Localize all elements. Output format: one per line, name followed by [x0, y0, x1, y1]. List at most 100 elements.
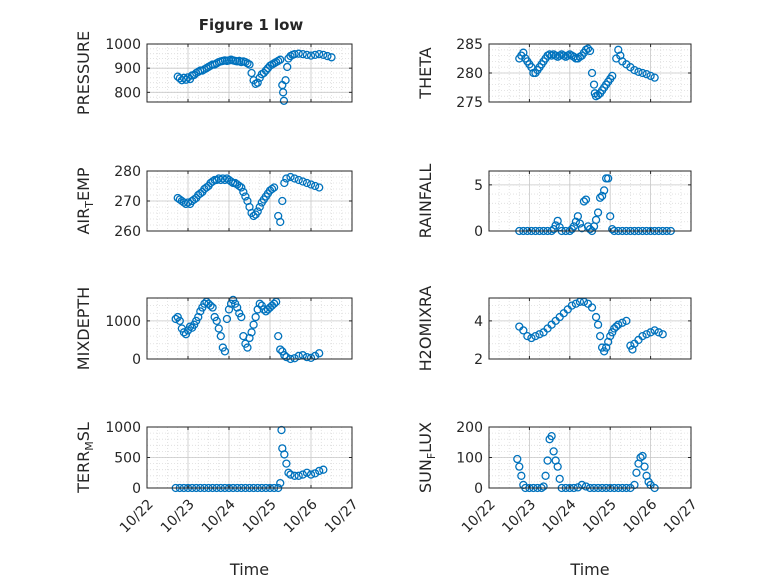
- data-point: [573, 212, 583, 221]
- y-tick-label: 1000: [105, 37, 141, 53]
- data-point: [290, 471, 299, 480]
- data-point: [239, 187, 248, 197]
- data-point: [290, 50, 299, 59]
- data-point: [642, 330, 651, 339]
- data-point: [599, 186, 609, 195]
- data-point: [587, 303, 597, 312]
- data-point: [233, 303, 242, 312]
- subplot-2: 275 280 285 THETA: [416, 37, 692, 111]
- data-point: [606, 212, 615, 221]
- data-point: [650, 326, 659, 335]
- data-point: [585, 46, 595, 56]
- data-point: [593, 320, 603, 329]
- subplot-5: 0 1000 MIXDEPTH: [74, 287, 353, 370]
- data-point: [315, 50, 324, 59]
- data-point: [315, 183, 324, 192]
- data-point: [591, 312, 601, 322]
- data-point: [531, 331, 540, 341]
- data-point: [283, 62, 292, 72]
- data-point: [604, 337, 613, 346]
- data-point: [276, 217, 285, 227]
- data-point: [294, 175, 303, 185]
- data-point: [315, 349, 324, 358]
- subplot-4: 0 5 RAINFALL: [416, 164, 692, 240]
- data-point: [555, 474, 564, 484]
- data-point: [302, 352, 312, 362]
- data-point: [302, 468, 312, 477]
- data-point: [640, 462, 649, 471]
- data-point: [278, 88, 288, 97]
- data-point: [276, 345, 285, 354]
- data-point: [319, 465, 328, 474]
- data-point: [593, 208, 603, 217]
- x-axis-label: Time: [569, 560, 609, 579]
- data-point: [179, 328, 189, 337]
- data-point: [315, 466, 324, 476]
- data-point: [583, 44, 593, 53]
- data-point: [189, 195, 199, 204]
- data-point: [202, 183, 211, 192]
- y-tick-label: 270: [114, 194, 141, 210]
- data-point: [634, 67, 643, 76]
- data-point: [298, 177, 307, 186]
- axes-box: [488, 170, 692, 232]
- data-point: [171, 314, 180, 324]
- y-axis-label: H2OMIXRA: [416, 286, 435, 372]
- data-point: [267, 184, 277, 194]
- data-point: [259, 68, 269, 78]
- y-tick-label: 0: [474, 481, 483, 497]
- data-point: [589, 80, 599, 89]
- data-point: [269, 183, 279, 192]
- data-point: [593, 90, 603, 100]
- data-point: [541, 471, 550, 480]
- data-point: [281, 76, 290, 85]
- y-axis-label: AIRTEMP: [74, 167, 96, 234]
- data-point: [646, 328, 655, 337]
- y-tick-label: 2: [474, 352, 483, 368]
- y-tick-label: 280: [114, 164, 141, 180]
- data-point: [628, 345, 637, 354]
- data-point: [220, 347, 230, 356]
- data-point: [527, 333, 536, 343]
- data-point: [319, 50, 328, 60]
- data-point: [294, 49, 303, 58]
- data-point: [579, 197, 589, 206]
- data-point: [214, 324, 223, 333]
- data-point: [595, 331, 605, 341]
- subplot-6: 2 4 H2OMIXRA: [416, 286, 692, 372]
- data-point: [290, 354, 299, 363]
- y-tick-label: 500: [114, 451, 141, 467]
- data-point: [282, 459, 291, 468]
- data-point: [286, 172, 295, 182]
- data-point: [286, 470, 295, 479]
- y-tick-label: 5: [474, 178, 483, 194]
- y-tick-label: 0: [132, 481, 141, 497]
- data-point: [650, 73, 659, 82]
- data-point: [194, 312, 203, 322]
- y-axis-label: PRESSURE: [74, 31, 93, 115]
- data-point: [175, 316, 184, 326]
- data-point: [638, 68, 647, 78]
- data-point: [519, 326, 528, 335]
- data-point: [551, 221, 560, 230]
- axes-box: [146, 43, 353, 103]
- data-point: [327, 53, 336, 62]
- data-point: [630, 65, 639, 75]
- data-point: [543, 456, 552, 465]
- data-point: [235, 181, 244, 191]
- data-point: [247, 68, 256, 78]
- data-point: [575, 219, 585, 228]
- data-point: [553, 462, 562, 471]
- data-point: [581, 482, 591, 491]
- data-point: [622, 316, 631, 326]
- data-point: [638, 451, 647, 461]
- y-tick-label: 200: [456, 420, 483, 436]
- axes-box: [488, 297, 692, 360]
- data-point: [535, 330, 544, 339]
- data-point: [216, 331, 225, 341]
- data-point: [261, 66, 271, 75]
- data-point: [179, 73, 189, 82]
- data-point: [278, 196, 287, 206]
